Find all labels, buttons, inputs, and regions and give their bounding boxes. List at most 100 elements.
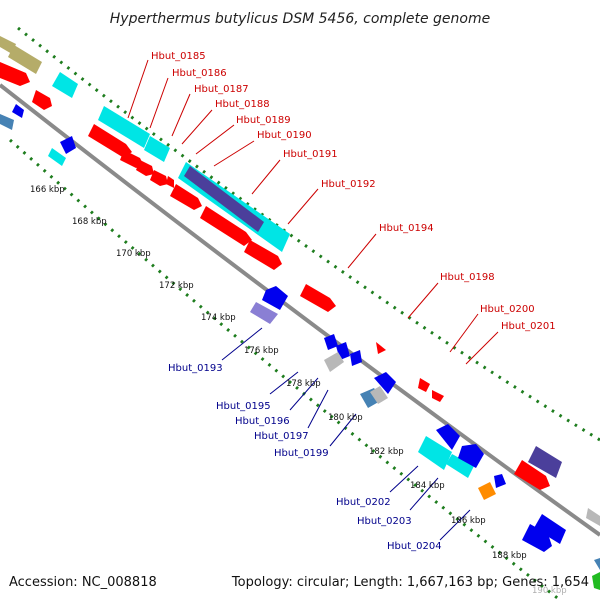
reverse-gene	[374, 372, 396, 394]
tick-label: 186 kbp	[451, 516, 486, 526]
reverse-gene	[494, 474, 506, 488]
accession-text: Accession: NC_008818	[9, 575, 157, 590]
purple-feature	[528, 446, 562, 478]
tick-label: 168 kbp	[72, 217, 107, 227]
gene-label[interactable]: Hbut_0187	[194, 84, 249, 95]
gray-feature	[586, 508, 600, 526]
cyan-feature	[144, 136, 170, 162]
gene-label[interactable]: Hbut_0198	[440, 272, 495, 283]
forward-gene-labels: Hbut_0185 Hbut_0186 Hbut_0187 Hbut_0188 …	[151, 51, 556, 332]
forward-gene	[32, 90, 52, 110]
tick-label: 180 kbp	[328, 413, 363, 423]
gene-label[interactable]: Hbut_0189	[236, 115, 291, 126]
inner-dotted-ring	[9, 138, 561, 600]
forward-gene	[514, 460, 550, 490]
gene-label[interactable]: Hbut_0197	[254, 431, 309, 442]
forward-gene	[200, 206, 252, 246]
tick-label: 172 kbp	[159, 281, 194, 291]
tick-label: 184 kbp	[410, 481, 445, 491]
forward-gene	[300, 284, 336, 312]
genome-summary-text: Topology: circular; Length: 1,667,163 bp…	[231, 575, 589, 590]
forward-gene	[88, 124, 132, 158]
steel-feature	[594, 558, 600, 570]
leader-line	[289, 377, 319, 411]
map-title: Hyperthermus butylicus DSM 5456, complet…	[110, 11, 490, 27]
gene-label[interactable]: Hbut_0199	[274, 448, 329, 459]
tick-label: 174 kbp	[201, 313, 236, 323]
genome-backbone	[0, 83, 600, 537]
green-feature	[592, 572, 600, 590]
reverse-features	[0, 104, 600, 590]
gene-label[interactable]: Hbut_0195	[216, 401, 271, 412]
gene-label[interactable]: Hbut_0194	[379, 223, 434, 234]
forward-gene	[136, 160, 154, 176]
gene-label[interactable]: Hbut_0188	[215, 99, 270, 110]
reverse-gene	[324, 334, 338, 350]
reverse-gene-labels: Hbut_0193 Hbut_0195 Hbut_0196 Hbut_0197 …	[168, 363, 442, 552]
tick-label: 170 kbp	[116, 249, 151, 259]
leader-line	[221, 327, 263, 361]
leader-line	[213, 140, 255, 167]
gray-feature	[324, 352, 344, 372]
purple-feature	[250, 302, 278, 324]
leader-line	[329, 413, 357, 447]
reverse-gene	[60, 136, 76, 154]
gene-label[interactable]: Hbut_0193	[168, 363, 223, 374]
orange-feature	[478, 482, 496, 500]
gray-feature	[370, 386, 388, 404]
steel-feature	[0, 114, 14, 130]
gene-label[interactable]: Hbut_0202	[336, 497, 391, 508]
leader-line	[465, 331, 499, 365]
reverse-gene	[522, 524, 552, 552]
reverse-gene	[12, 104, 24, 118]
leader-line	[251, 159, 281, 195]
cyan-feature	[446, 454, 474, 478]
gene-label[interactable]: Hbut_0201	[501, 321, 556, 332]
forward-gene	[150, 170, 168, 186]
leader-line	[287, 188, 319, 225]
leader-line	[439, 509, 471, 541]
gene-label[interactable]: Hbut_0190	[257, 130, 312, 141]
forward-features	[0, 36, 600, 526]
leader-line	[127, 59, 149, 119]
reverse-gene	[436, 424, 460, 450]
leader-line	[347, 233, 377, 269]
gene-label[interactable]: Hbut_0196	[235, 416, 290, 427]
forward-gene	[376, 342, 386, 354]
tan-feature	[8, 45, 42, 74]
gene-label[interactable]: Hbut_0204	[387, 541, 442, 552]
forward-gene	[120, 150, 144, 168]
leader-line	[409, 477, 439, 511]
cyan-feature	[98, 106, 150, 148]
gene-label[interactable]: Hbut_0203	[357, 516, 412, 527]
tick-label: 182 kbp	[369, 447, 404, 457]
outer-dotted-ring	[17, 26, 600, 442]
tick-label: 188 kbp	[492, 551, 527, 561]
leader-line	[449, 313, 479, 353]
gene-label[interactable]: Hbut_0185	[151, 51, 206, 62]
leader-line	[181, 109, 213, 145]
leader-line	[389, 465, 419, 493]
tick-label: 166 kbp	[30, 185, 65, 195]
cyan-feature	[48, 148, 66, 166]
leader-line	[149, 77, 169, 129]
cyan-feature	[418, 436, 452, 470]
gene-label[interactable]: Hbut_0192	[321, 179, 376, 190]
gene-label[interactable]: Hbut_0186	[172, 68, 227, 79]
forward-gene	[244, 240, 282, 270]
reverse-gene	[458, 444, 484, 468]
forward-gene	[418, 378, 430, 392]
tick-labels: 166 kbp 168 kbp 170 kbp 172 kbp 174 kbp …	[30, 185, 567, 596]
forward-gene	[170, 184, 202, 210]
reverse-label-lines	[221, 327, 471, 541]
forward-gene	[0, 62, 30, 86]
tick-label: 190 kbp	[532, 586, 567, 596]
leader-line	[269, 371, 299, 395]
forward-gene	[166, 176, 174, 188]
leader-line	[407, 282, 439, 319]
gene-label[interactable]: Hbut_0191	[283, 149, 338, 160]
purple-feature	[184, 166, 264, 232]
leader-line	[195, 124, 235, 155]
gene-label[interactable]: Hbut_0200	[480, 304, 535, 315]
